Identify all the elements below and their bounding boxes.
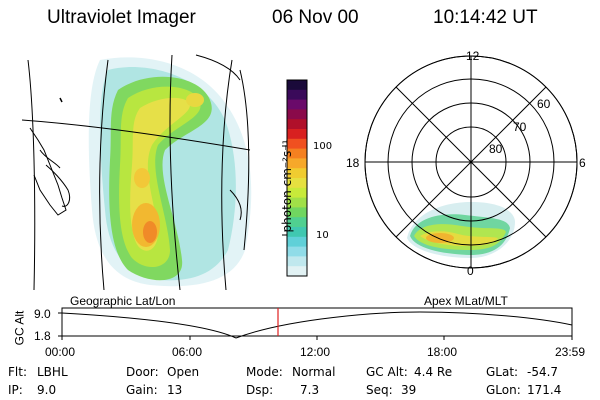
lat-label-80: 80 bbox=[489, 142, 503, 156]
mlt-label-12: 12 bbox=[466, 49, 480, 63]
alt-ylabel: GC Alt bbox=[12, 310, 27, 346]
info-glat-label: GLat: bbox=[486, 365, 519, 379]
alt-ytick-1.8: 1.8 bbox=[34, 329, 51, 343]
alt-xtick-0000: 00:00 bbox=[45, 345, 76, 359]
info-glat-value: -54.7 bbox=[527, 365, 559, 379]
colorbar-segment bbox=[287, 236, 307, 248]
info-gain-label: Gain: bbox=[126, 383, 158, 397]
info-dsp-value: 7.3 bbox=[300, 383, 320, 397]
geographic-image bbox=[22, 54, 252, 290]
colorbar bbox=[287, 80, 307, 277]
info-flt-value: LBHL bbox=[37, 365, 68, 379]
info-gcalt-label: GC Alt: bbox=[366, 365, 408, 379]
colorbar-segment bbox=[287, 187, 307, 199]
info-door-value: Open bbox=[167, 365, 200, 379]
colorbar-segment bbox=[287, 99, 307, 110]
alt-xtick-1800: 18:00 bbox=[427, 345, 458, 359]
colorbar-segment bbox=[287, 129, 307, 140]
mlt-label-0: 0 bbox=[467, 264, 474, 278]
info-gcalt-value: 4.4 Re bbox=[414, 365, 453, 379]
colorbar-unit-label: photon cm⁻²s⁻¹ bbox=[280, 139, 294, 233]
info-ip-label: IP: bbox=[8, 383, 23, 397]
info-door-label: Door: bbox=[126, 365, 159, 379]
colorbar-segment bbox=[287, 178, 307, 189]
colorbar-segment bbox=[287, 158, 307, 169]
colorbar-segment bbox=[287, 89, 307, 101]
time-label: 10:14:42 UT bbox=[433, 7, 538, 28]
colorbar-segment bbox=[287, 168, 307, 179]
colorbar-segment bbox=[287, 138, 307, 150]
colorbar-segment bbox=[287, 80, 307, 91]
colorbar-segment bbox=[287, 256, 307, 267]
info-flt-label: Flt: bbox=[8, 365, 27, 379]
info-glon-label: GLon: bbox=[486, 383, 521, 397]
colorbar-segment bbox=[287, 227, 307, 238]
date-label: 06 Nov 00 bbox=[272, 7, 359, 28]
lat-label-60: 60 bbox=[537, 97, 551, 111]
colorbar-label-100: 100 bbox=[313, 141, 333, 152]
geo-panel-label: Geographic Lat/Lon bbox=[70, 294, 176, 308]
alt-xtick-1200: 12:00 bbox=[300, 345, 331, 359]
polar-plot bbox=[364, 55, 578, 269]
altitude-plot bbox=[58, 307, 573, 340]
colorbar-segment bbox=[287, 119, 307, 130]
mlt-label-18: 18 bbox=[346, 156, 360, 170]
polar-panel-label: Apex MLat/MLT bbox=[424, 294, 508, 308]
alt-xtick-0600: 06:00 bbox=[172, 345, 203, 359]
colorbar-segment bbox=[287, 266, 307, 277]
alt-ytick-9: 9.0 bbox=[34, 307, 51, 321]
mlt-label-6: 6 bbox=[579, 156, 586, 170]
colorbar-segment bbox=[287, 148, 307, 159]
colorbar-segment bbox=[287, 197, 307, 208]
info-gain-value: 13 bbox=[167, 383, 183, 397]
colorbar-segment bbox=[287, 207, 307, 218]
info-glon-value: 171.4 bbox=[527, 383, 562, 397]
colorbar-segment bbox=[287, 109, 307, 120]
colorbar-segment bbox=[287, 217, 307, 228]
info-mode-value: Normal bbox=[292, 365, 336, 379]
lat-label-70: 70 bbox=[513, 120, 527, 134]
info-seq-label: Seq: bbox=[366, 383, 393, 397]
instrument-title: Ultraviolet Imager bbox=[47, 7, 196, 28]
colorbar-frame bbox=[286, 79, 308, 277]
info-mode-label: Mode: bbox=[246, 365, 283, 379]
info-dsp-label: Dsp: bbox=[246, 383, 274, 397]
info-seq-value: 39 bbox=[401, 383, 417, 397]
alt-xtick-2359: 23:59 bbox=[555, 345, 586, 359]
colorbar-segment bbox=[287, 246, 307, 257]
colorbar-label-10: 10 bbox=[316, 230, 329, 241]
info-ip-value: 9.0 bbox=[37, 383, 57, 397]
